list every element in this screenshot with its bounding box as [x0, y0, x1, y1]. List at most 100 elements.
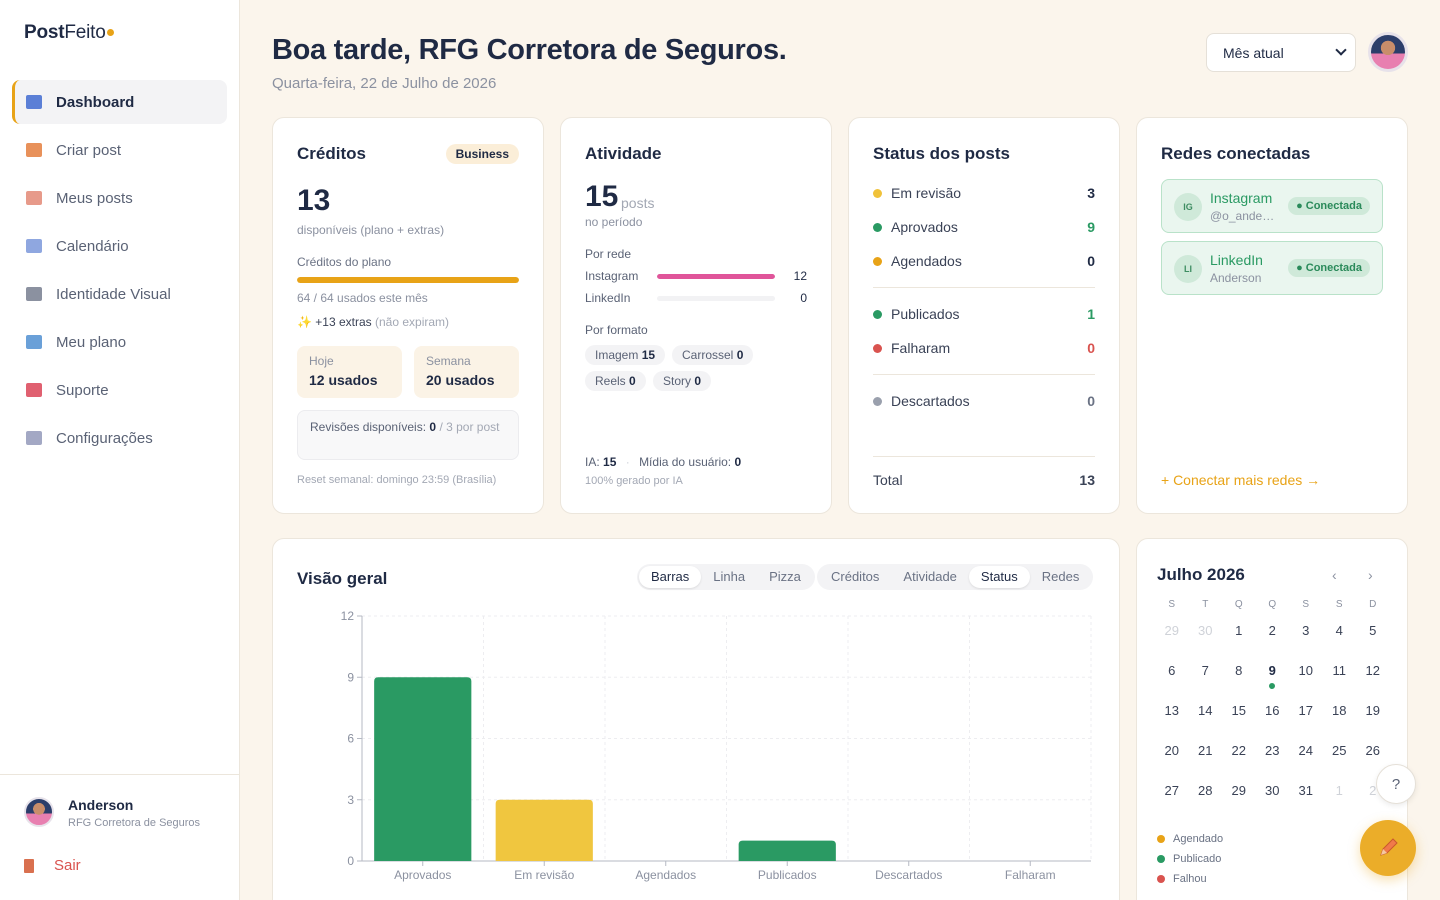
dataset-status[interactable]: Status	[968, 566, 1030, 588]
status-row-publicados: Publicados 1	[873, 304, 1095, 324]
calendar-day[interactable]: 17	[1289, 699, 1323, 739]
calendar-day-number: 6	[1168, 663, 1176, 678]
network-item-linkedin[interactable]: LI LinkedIn Anderson ● Conectada	[1161, 241, 1383, 295]
weekday-label: Q	[1268, 599, 1277, 610]
calendar-day[interactable]: 7	[1189, 659, 1223, 699]
logout-button[interactable]: Sair	[24, 857, 81, 874]
calendar-day[interactable]: 5	[1356, 619, 1390, 659]
format-chip: Imagem 15	[585, 345, 666, 365]
sidebar-item-identidade-visual[interactable]: Identidade Visual	[12, 272, 227, 316]
network-item-instagram[interactable]: IG Instagram @o_anderson ● Conectada	[1161, 179, 1383, 233]
calendar-day[interactable]: 10	[1289, 659, 1323, 699]
calendar-day[interactable]: 29	[1222, 779, 1256, 819]
calendar-day-number: 11	[1332, 663, 1347, 678]
calendar-day[interactable]: 6	[1155, 659, 1189, 699]
sidebar-item-suporte[interactable]: Suporte	[12, 368, 227, 412]
calendar-day-number: 21	[1198, 743, 1213, 758]
calendar-day[interactable]: 20	[1155, 739, 1189, 779]
sidebar-item-criar-post[interactable]: Criar post	[12, 128, 227, 172]
bar-em-revisão[interactable]	[495, 799, 593, 861]
bar-aprovados[interactable]	[374, 677, 472, 861]
overview-title: Visão geral	[297, 569, 388, 588]
calendar-day-number: 28	[1198, 783, 1213, 798]
network-value: 12	[793, 269, 807, 283]
sidebar-item-configurações[interactable]: Configurações	[12, 416, 227, 460]
calendar-day[interactable]: 2	[1356, 779, 1390, 819]
chart-type-linha[interactable]: Linha	[713, 569, 746, 584]
calendar-day[interactable]: 1	[1323, 779, 1357, 819]
y-tick-label: 0	[347, 854, 354, 868]
legend-label: Agendado	[1173, 833, 1224, 845]
calendar-day[interactable]: 23	[1256, 739, 1290, 779]
sidebar-item-label: Calendário	[56, 237, 129, 255]
calendar-day-number: 1	[1335, 783, 1343, 798]
brand-logo[interactable]: PostFeito	[24, 22, 114, 44]
dataset-toggle: Créditos Atividade Status Redes	[817, 564, 1094, 590]
calendar-day[interactable]: 14	[1189, 699, 1223, 739]
credit-card-icon	[26, 335, 42, 349]
format-chip: Carrossel 0	[672, 345, 754, 365]
week-value: 20 usados	[426, 372, 495, 388]
status-value: 0	[1087, 393, 1095, 409]
help-button[interactable]: ?	[1376, 764, 1416, 804]
x-tick-label: Descartados	[875, 868, 942, 882]
calendar-day[interactable]: 2	[1256, 619, 1290, 659]
calendar-day[interactable]: 1	[1222, 619, 1256, 659]
calendar-day[interactable]: 18	[1323, 699, 1357, 739]
calendar-day[interactable]: 29	[1155, 619, 1189, 659]
calendar-day[interactable]: 8	[1222, 659, 1256, 699]
dataset-redes[interactable]: Redes	[1041, 569, 1080, 584]
dataset-atividade[interactable]: Atividade	[903, 569, 957, 584]
calendar-day-number: 22	[1231, 743, 1246, 758]
profile-avatar[interactable]	[1368, 32, 1408, 72]
camera-icon	[26, 287, 42, 301]
create-post-fab[interactable]	[1360, 820, 1416, 876]
chart-type-pizza[interactable]: Pizza	[769, 569, 801, 584]
reset-note: Reset semanal: domingo 23:59 (Brasília)	[297, 474, 497, 486]
network-bar-fill	[657, 274, 775, 279]
format-chip: Story 0	[653, 371, 712, 391]
calendar-day[interactable]: 25	[1323, 739, 1357, 779]
period-select[interactable]: Mês atual	[1206, 33, 1356, 72]
calendar-day[interactable]: 19	[1356, 699, 1390, 739]
calendar-day[interactable]: 30	[1189, 619, 1223, 659]
calendar-day[interactable]: 12	[1356, 659, 1390, 699]
format-value: 0	[736, 348, 744, 362]
calendar-day[interactable]: 13	[1155, 699, 1189, 739]
status-divider	[873, 456, 1095, 457]
user-avatar[interactable]	[24, 797, 54, 827]
sidebar-item-meus-posts[interactable]: Meus posts	[12, 176, 227, 220]
calendar-day[interactable]: 15	[1222, 699, 1256, 739]
calendar-day[interactable]: 4	[1323, 619, 1357, 659]
today-usage-box: Hoje 12 usados	[297, 346, 402, 398]
calendar-day[interactable]: 22	[1222, 739, 1256, 779]
sidebar-item-meu-plano[interactable]: Meu plano	[12, 320, 227, 364]
sidebar-item-calendário[interactable]: Calendário	[12, 224, 227, 268]
calendar-day[interactable]: 3	[1289, 619, 1323, 659]
bar-publicados[interactable]	[738, 840, 836, 861]
legend-dot-icon	[1157, 855, 1165, 863]
x-tick-label: Agendados	[635, 868, 696, 882]
calendar-day[interactable]: 30	[1256, 779, 1290, 819]
chart-type-barras[interactable]: Barras	[639, 566, 702, 588]
sidebar: PostFeito Dashboard Criar post Meus posts C…	[0, 0, 240, 900]
calendar-day[interactable]: 11	[1323, 659, 1357, 699]
format-value: 15	[641, 348, 656, 362]
calendar-day[interactable]: 31	[1289, 779, 1323, 819]
calendar-day[interactable]: 24	[1289, 739, 1323, 779]
calendar-prev-button[interactable]: ‹	[1332, 567, 1337, 583]
dataset-créditos[interactable]: Créditos	[831, 569, 880, 584]
sidebar-item-dashboard[interactable]: Dashboard	[12, 80, 227, 124]
calendar-day[interactable]: 28	[1189, 779, 1223, 819]
calendar-day[interactable]: 16	[1256, 699, 1290, 739]
network-name: LinkedIn	[1210, 252, 1263, 268]
week-usage-box: Semana 20 usados	[414, 346, 519, 398]
calendar-day[interactable]: 26	[1356, 739, 1390, 779]
calendar-next-button[interactable]: ›	[1368, 567, 1373, 583]
calendar-day[interactable]: 27	[1155, 779, 1189, 819]
calendar-day[interactable]: 21	[1189, 739, 1223, 779]
total-label: Total	[873, 472, 903, 488]
calendar-day[interactable]: 9	[1256, 659, 1290, 699]
connect-more-link[interactable]: + Conectar mais redes →	[1161, 472, 1321, 488]
status-label: Agendados	[891, 253, 962, 269]
